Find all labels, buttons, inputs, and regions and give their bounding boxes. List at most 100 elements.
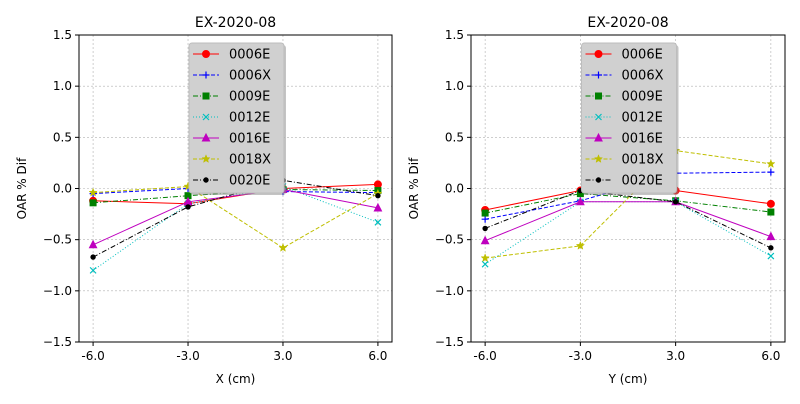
legend-label-0020E: 0020E	[622, 174, 663, 189]
data-point-0018X	[766, 159, 776, 168]
data-point-0020E	[90, 254, 96, 260]
x-tick-label: 6.0	[761, 349, 780, 363]
legend-label-0006E: 0006E	[622, 48, 663, 63]
data-point-0016E	[480, 235, 490, 245]
data-point-0018X	[88, 187, 98, 197]
data-point-0006E	[373, 180, 382, 189]
y-tick-label: 0.5	[53, 130, 72, 144]
legend-label-0006X: 0006X	[229, 69, 271, 84]
legend-marker-0020E	[203, 177, 209, 183]
y-tick-label: 0.0	[445, 182, 464, 196]
legend-marker-0012E	[202, 113, 210, 121]
legend-label-0016E: 0016E	[622, 132, 663, 147]
y-tick-label: −0.5	[43, 233, 72, 247]
data-point-0016E	[373, 202, 383, 212]
x-tick-label: 3.0	[666, 349, 685, 363]
legend-marker-0006X	[595, 71, 602, 79]
y-tick-label: −1.5	[435, 335, 464, 349]
data-point-0016E	[766, 231, 776, 241]
series-line-0006X	[93, 187, 378, 195]
legend-label-0009E: 0009E	[622, 90, 663, 105]
chart-title: EX-2020-08	[195, 15, 276, 31]
legend-label-0020E: 0020E	[229, 174, 270, 189]
legend-marker-0006E	[202, 50, 210, 58]
data-point-0020E	[768, 245, 774, 251]
data-point-0009E	[481, 209, 489, 217]
data-point-0012E	[767, 252, 775, 260]
data-point-0006X	[481, 215, 489, 223]
data-point-0016E	[88, 239, 98, 249]
x-tick-label: 3.0	[273, 349, 292, 363]
data-point-0006X	[767, 168, 775, 176]
legend-box	[581, 42, 677, 194]
data-point-0018X	[480, 253, 490, 263]
legend-marker-0006E	[594, 50, 603, 58]
data-point-0012E	[374, 218, 382, 226]
series-line-0016E	[92, 188, 378, 246]
legend-label-0009E: 0009E	[229, 90, 270, 105]
x-tick-label: -3.0	[569, 349, 592, 363]
x-axis-label: Y (cm)	[608, 372, 648, 386]
legend-marker-0006X	[202, 71, 210, 79]
series-line-0012E	[92, 185, 379, 271]
legend-label-0016E: 0016E	[229, 132, 270, 147]
data-point-0020E	[375, 192, 381, 199]
x-tick-label: -6.0	[473, 349, 496, 363]
chart-panel-2: −1.5 −1.0 −0.5 0.0 0.5 1.0 1.5 -6.0 -3.0 3.0 6.0 EX…	[407, 15, 786, 386]
series-line-0018X	[485, 150, 771, 259]
legend-marker-0009E	[202, 92, 210, 100]
legend-label-0012E: 0012E	[622, 111, 663, 126]
y-tick-label: 1.0	[53, 79, 72, 93]
legend-label-0006X: 0006X	[622, 69, 664, 84]
legend-label-0018X: 0018X	[229, 153, 271, 168]
chart-title: EX-2020-08	[587, 15, 668, 31]
y-tick-label: 1.0	[445, 79, 464, 93]
x-axis-label: X (cm)	[216, 372, 256, 386]
y-tick-label: 1.5	[445, 28, 464, 42]
y-tick-label: 1.5	[53, 28, 72, 42]
legend: 0006E 0006X 0009E 0012E 0016E 0018X 0020E	[581, 42, 679, 195]
legend-label-0012E: 0012E	[229, 111, 270, 126]
x-tick-label: -6.0	[81, 349, 104, 363]
legend-marker-0020E	[595, 177, 602, 183]
x-tick-label: 6.0	[368, 349, 387, 363]
chart-panel-1: −1.5 −1.0 −0.5 0.0 0.5 1.0 1.5 -6.0 -3.0 3.0 6.0 EX…	[15, 15, 393, 386]
data-point-0006E	[766, 199, 775, 208]
legend-label-0006E: 0006E	[229, 48, 270, 63]
legend-marker-0012E	[595, 113, 602, 121]
legend-marker-0018X	[593, 154, 604, 163]
legend: 0006E 0006X 0009E 0012E 0016E 0018X 0020E	[188, 42, 286, 195]
data-point-0012E	[89, 266, 97, 274]
legend-marker-0016E	[201, 132, 211, 142]
series-line-0020E	[92, 179, 378, 258]
series-line-0016E	[484, 201, 772, 242]
y-tick-label: 0.0	[53, 182, 72, 196]
y-axis-label: OAR % Dif	[15, 157, 29, 219]
legend-label-0018X: 0018X	[622, 153, 664, 168]
series-line-0020E	[484, 189, 772, 249]
x-tick-label: -3.0	[176, 349, 199, 363]
legend-box	[188, 42, 285, 194]
data-point-0020E	[672, 199, 679, 205]
legend-marker-0018X	[201, 154, 211, 163]
data-point-0012E	[481, 260, 489, 268]
y-tick-label: −1.0	[43, 284, 72, 298]
series-line-0018X	[93, 185, 379, 249]
legend-marker-0016E	[594, 132, 603, 142]
y-tick-label: −1.0	[435, 284, 464, 298]
data-point-0009E	[89, 199, 97, 207]
data-point-0020E	[185, 204, 191, 210]
y-tick-label: −1.5	[43, 335, 72, 349]
data-point-0016E	[575, 196, 585, 206]
y-tick-label: 0.5	[445, 130, 464, 144]
data-point-0018X	[278, 242, 288, 252]
y-axis-label: OAR % Dif	[407, 157, 421, 219]
series-line-0009E	[484, 193, 771, 214]
data-point-0018X	[575, 240, 586, 250]
legend-marker-0009E	[595, 92, 602, 100]
data-point-0020E	[482, 225, 488, 232]
data-point-0009E	[767, 208, 775, 216]
y-tick-label: −0.5	[435, 233, 464, 247]
